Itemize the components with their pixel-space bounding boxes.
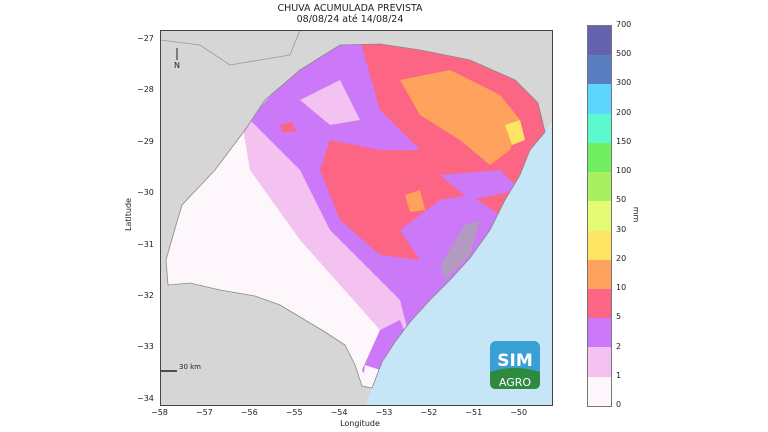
colorbar-tick-label: 100 [616,166,632,176]
y-tick-label: −28 [137,85,154,95]
colorbar-unit: mm [631,206,641,223]
x-tick-label: −50 [510,408,528,417]
colorbar-tick-label: 2 [616,341,622,351]
logo-bottom-text: AGRO [499,376,531,389]
y-tick-label: −27 [137,34,154,43]
colorbar-segment [588,172,611,202]
x-tick-label: −52 [420,408,438,417]
colorbar-segment [588,347,611,377]
y-tick-label: −30 [137,188,154,198]
north-label: N [174,61,180,70]
y-tick-label: −29 [137,136,154,146]
x-tick-label: −54 [330,408,348,417]
colorbar-segment [588,318,611,348]
colorbar-segment [588,84,611,114]
ocean [365,120,553,406]
rain-map: N 30 km SIM AGRO [160,30,553,406]
map-title: CHUVA ACUMULADA PREVISTA 08/08/24 até 14… [250,3,450,25]
colorbar [587,25,612,407]
colorbar-segment [588,26,611,56]
colorbar-tick-label: 200 [616,107,632,117]
colorbar-tick-label: 5 [616,312,622,322]
colorbar-segment [588,55,611,85]
x-tick-label: −57 [195,408,213,417]
x-tick-label: −58 [151,408,168,417]
colorbar-tick-label: 0 [616,400,622,409]
title-line-1: CHUVA ACUMULADA PREVISTA [277,3,423,14]
x-tick-label: −56 [240,408,258,417]
y-axis-label: Latitude [123,198,133,231]
y-tick-label: −32 [137,291,154,300]
colorbar-tick-label: 300 [616,78,632,88]
colorbar-tick-label: 30 [616,224,627,234]
colorbar-tick-label: 1 [616,370,622,380]
simagro-logo: SIM AGRO [490,341,540,389]
colorbar-tick-label: 20 [616,253,627,263]
colorbar-segment [588,288,611,319]
logo-top-text: SIM [497,351,533,371]
colorbar-tick-label: 700 [616,20,632,29]
title-line-2: 08/08/24 até 14/08/24 [296,14,404,25]
x-axis-label: Longitude [340,419,380,428]
colorbar-segment [588,376,611,406]
colorbar-tick-label: 500 [616,49,632,59]
colorbar-tick-label: 150 [616,136,632,146]
colorbar-segment [588,201,611,231]
y-tick-label: −33 [137,342,154,352]
colorbar-segment [588,142,611,173]
x-tick-label: −55 [285,408,303,417]
colorbar-segment [588,259,611,289]
x-tick-label: −51 [465,408,483,417]
x-tick-label: −53 [375,408,393,417]
colorbar-tick-label: 50 [616,195,627,205]
scale-label: 30 km [179,363,201,371]
colorbar-segment [588,230,611,260]
colorbar-tick-label: 10 [616,283,627,293]
y-tick-label: −31 [137,239,154,249]
state-outline [165,43,546,389]
y-tick-label: −34 [137,393,154,403]
colorbar-segment [588,113,611,143]
